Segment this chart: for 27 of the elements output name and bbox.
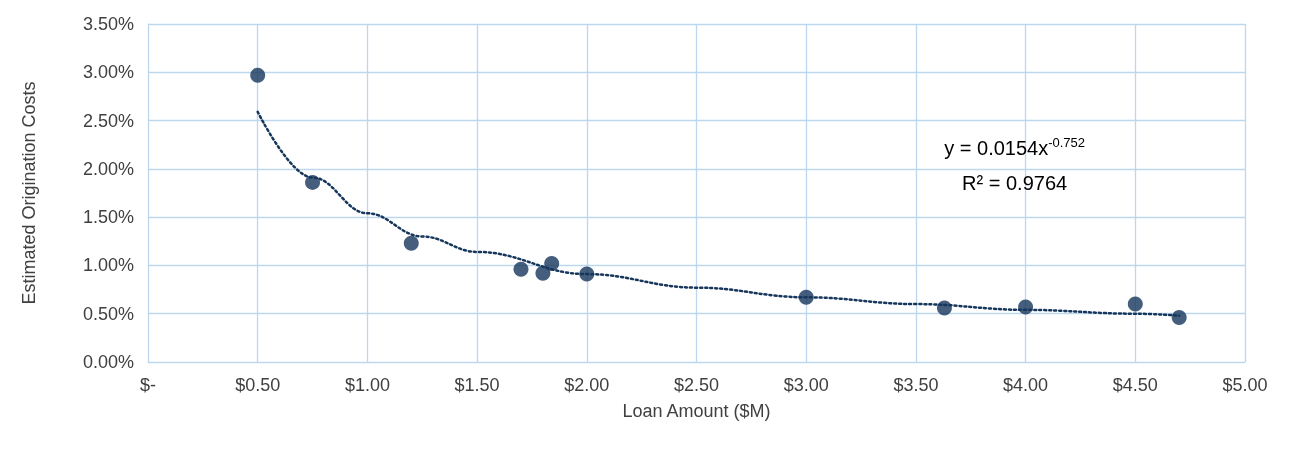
x-tick-label: $1.50 <box>454 375 500 395</box>
x-tick-label: $3.00 <box>783 375 829 395</box>
y-tick-label: 3.00% <box>82 62 134 83</box>
x-tick-label: $4.50 <box>1112 375 1158 395</box>
x-tick-label: $2.50 <box>673 375 720 395</box>
y-axis-title: Estimated Origination Costs <box>19 81 39 305</box>
point <box>513 261 529 277</box>
y-tick-label: 1.00% <box>82 255 134 276</box>
y-tick-label: 1.50% <box>82 207 134 228</box>
x-tick-label: $4.00 <box>1003 375 1049 395</box>
y-tick-label: 0.00% <box>82 352 134 372</box>
x-tick-label: $- <box>139 375 157 395</box>
x-tick-label: $3.50 <box>893 375 939 395</box>
point <box>403 235 419 251</box>
y-tick-label: 2.00% <box>82 158 134 179</box>
y-tick-label: 0.50% <box>82 303 134 324</box>
x-tick-label: $2.00 <box>564 375 610 395</box>
y-tick-label: 2.50% <box>82 110 134 131</box>
y-tick-label: 3.50% <box>82 14 134 34</box>
x-tick-label: $0.50 <box>235 375 281 395</box>
point <box>250 67 266 83</box>
annotation: R² = 0.9764 <box>962 172 1068 194</box>
point <box>1171 310 1187 326</box>
x-tick-label: $1.00 <box>344 375 390 395</box>
point <box>1127 296 1143 312</box>
x-axis-title: Loan Amount ($M) <box>622 401 771 421</box>
x-tick-label: $5.00 <box>1222 375 1268 395</box>
